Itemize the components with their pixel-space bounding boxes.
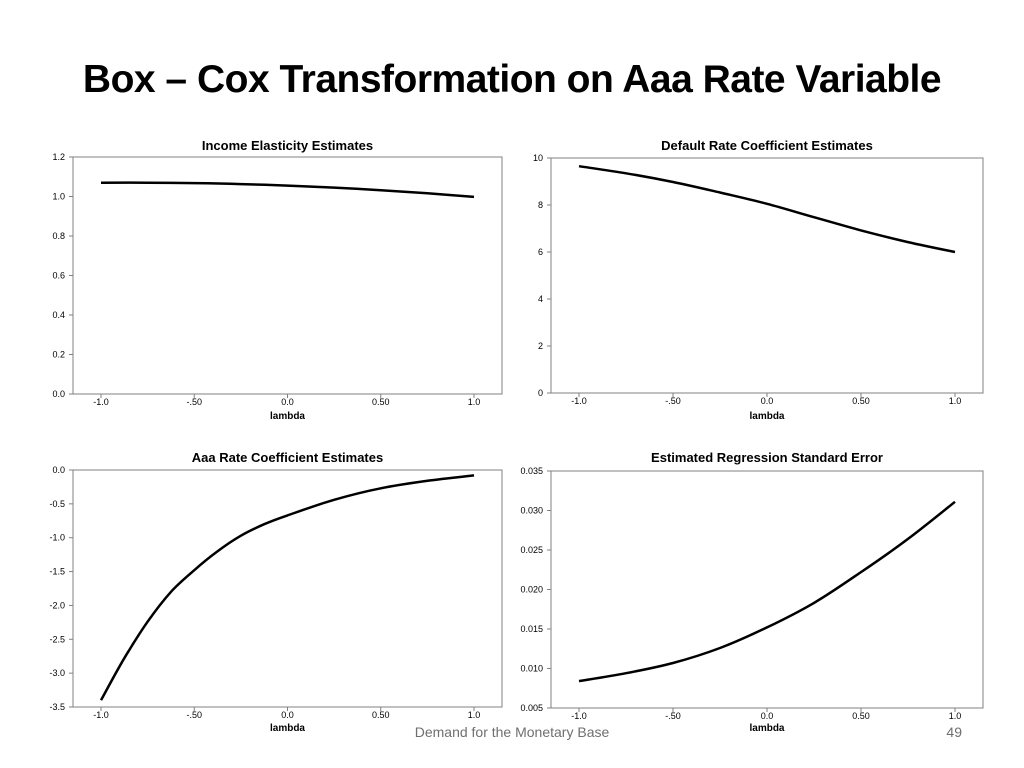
chart-title: Aaa Rate Coefficient Estimates [192, 450, 383, 465]
x-tick-label: 0.0 [761, 396, 774, 406]
y-tick-label: -2.0 [49, 600, 65, 610]
default-rate-coefficient-chart: Default Rate Coefficient Estimates 0 2 4 6 8 1… [533, 138, 984, 422]
series-line [578, 164, 956, 254]
plot-frame [550, 470, 984, 709]
x-tick-label: 1.0 [949, 711, 962, 721]
aaa-rate-coefficient-chart: Aaa Rate Coefficient Estimates -3.5 -3.0 -2… [49, 450, 503, 734]
x-axis-label: lambda [270, 411, 305, 422]
y-tick-label: -3.0 [49, 668, 65, 678]
y-tick-label: -0.5 [49, 499, 65, 509]
y-tick-label: 0.2 [52, 350, 65, 360]
footer-text: Demand for the Monetary Base [414, 724, 610, 740]
y-tick-label: -1.0 [49, 533, 65, 543]
y-tick-label: 0.005 [520, 703, 543, 713]
series-line [100, 181, 475, 199]
page-number: 49 [946, 724, 962, 740]
y-tick-label: 1.0 [52, 192, 65, 202]
y-tick-label: 0.0 [52, 465, 65, 475]
chart-title: Estimated Regression Standard Error [651, 450, 883, 465]
chart-title: Income Elasticity Estimates [202, 138, 373, 153]
x-tick-label: -1.0 [571, 396, 587, 406]
plot-frame [72, 469, 503, 708]
x-axis-label: lambda [749, 723, 784, 734]
series-line [99, 474, 475, 701]
y-tick-label: 0.010 [520, 664, 543, 674]
x-tick-label: 0.0 [281, 397, 294, 407]
x-tick-label: 0.50 [852, 711, 870, 721]
y-tick-label: -1.5 [49, 567, 65, 577]
y-tick-label: 0.035 [520, 466, 543, 476]
x-tick-label: 0.50 [852, 396, 870, 406]
y-tick-label: 0.030 [520, 506, 543, 516]
y-tick-label: 0.015 [520, 624, 543, 634]
y-tick-label: 0 [538, 388, 543, 398]
x-tick-label: -1.0 [93, 397, 109, 407]
y-tick-label: 0.020 [520, 585, 543, 595]
y-tick-label: 0.6 [52, 271, 65, 281]
y-tick-label: -3.5 [49, 702, 65, 712]
y-tick-label: -2.5 [49, 634, 65, 644]
y-tick-label: 10 [533, 153, 543, 163]
y-tick-label: 6 [538, 247, 543, 257]
x-axis-label: lambda [749, 411, 784, 422]
chart-title: Default Rate Coefficient Estimates [661, 138, 873, 153]
x-tick-label: -1.0 [93, 710, 109, 720]
x-tick-label: -.50 [186, 710, 202, 720]
x-tick-label: 0.0 [281, 710, 294, 720]
plot-frame [550, 157, 984, 394]
x-tick-label: -.50 [665, 711, 681, 721]
x-tick-label: 0.50 [372, 710, 390, 720]
y-tick-label: 1.2 [52, 152, 65, 162]
x-tick-label: 0.0 [761, 711, 774, 721]
regression-standard-error-chart: Estimated Regression Standard Error 0.005… [520, 450, 984, 734]
y-tick-label: 0.025 [520, 545, 543, 555]
plot-frame [72, 156, 503, 395]
x-tick-label: -.50 [665, 396, 681, 406]
y-tick-label: 0.8 [52, 231, 65, 241]
x-tick-label: 1.0 [468, 397, 481, 407]
series-line [578, 500, 956, 683]
y-tick-label: 4 [538, 294, 543, 304]
slide-title: Box – Cox Transformation on Aaa Rate Var… [82, 58, 942, 101]
x-tick-label: -1.0 [571, 711, 587, 721]
y-tick-label: 0.0 [52, 389, 65, 399]
y-tick-label: 8 [538, 200, 543, 210]
x-axis-label: lambda [270, 723, 305, 734]
x-tick-label: 0.50 [372, 397, 390, 407]
x-tick-label: 1.0 [949, 396, 962, 406]
y-tick-label: 2 [538, 341, 543, 351]
x-tick-label: 1.0 [468, 710, 481, 720]
y-tick-label: 0.4 [52, 310, 65, 320]
x-tick-label: -.50 [186, 397, 202, 407]
income-elasticity-chart: Income Elasticity Estimates 0.0 0.2 0.4 0.6 0… [52, 138, 503, 422]
